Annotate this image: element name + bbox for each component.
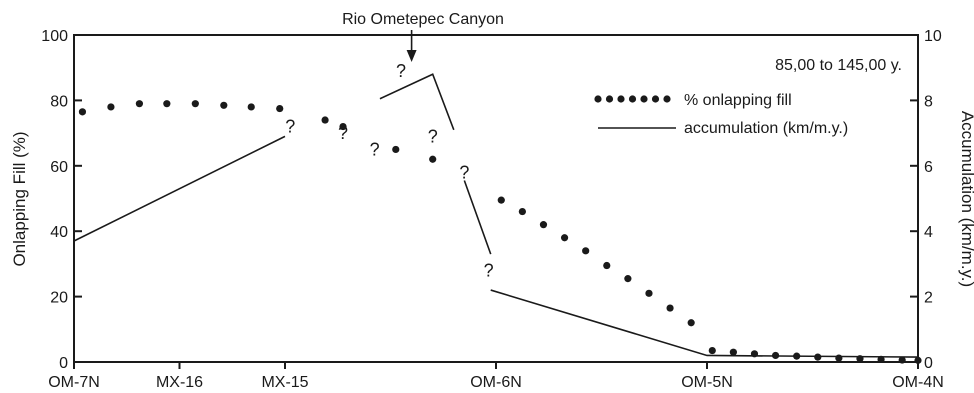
onlapping-fill-point — [560, 234, 569, 242]
onlapping-fill-point — [135, 100, 144, 108]
onlapping-fill-point — [497, 196, 505, 204]
onlapping-fill-point — [835, 354, 843, 362]
onlapping-fill-point — [708, 346, 716, 355]
onlapping-fill-point — [429, 155, 437, 163]
legend-dotted-symbol — [663, 95, 671, 103]
left-axis-title: Onlapping Fill (%) — [10, 131, 29, 266]
x-tick-label: MX-16 — [156, 374, 203, 391]
left-tick-label: 80 — [50, 93, 68, 110]
onlapping-fill-point — [645, 289, 653, 297]
onlapping-fill-point — [666, 304, 674, 312]
onlapping-fill-point — [163, 100, 171, 108]
right-tick-label: 0 — [924, 355, 933, 372]
onlapping-fill-point — [898, 356, 906, 364]
x-tick-label: MX-15 — [261, 374, 308, 391]
left-tick-label: 40 — [50, 224, 68, 241]
x-tick-label: OM-5N — [681, 374, 733, 391]
plot-frame — [73, 34, 919, 363]
right-tick-label: 4 — [924, 224, 933, 241]
legend-dotted-symbol — [617, 95, 625, 103]
uncertainty-question-mark: ? — [396, 61, 406, 81]
x-tick-label: OM-7N — [48, 374, 100, 391]
uncertainty-question-mark: ? — [285, 117, 295, 137]
left-tick-label: 100 — [41, 28, 68, 45]
right-tick-label: 2 — [924, 290, 933, 307]
legend-dotted-symbol — [605, 95, 614, 103]
right-tick-label: 6 — [924, 159, 933, 176]
accumulation-line-segment — [490, 289, 919, 358]
onlapping-fill-point — [603, 261, 611, 270]
onlapping-fill-point — [247, 103, 255, 111]
x-tick-label: OM-4N — [892, 374, 944, 391]
onlapping-fill-point — [107, 103, 115, 111]
left-tick-label: 20 — [50, 290, 68, 307]
right-axis-title: Accumulation (km/m.y.) — [958, 111, 974, 287]
chart-period-label: 85,00 to 145,00 y. — [775, 57, 902, 74]
onlapping-fill-point — [539, 221, 548, 229]
onlapping-fill-point — [914, 356, 922, 364]
legend-label-accumulation: accumulation (km/m.y.) — [684, 120, 848, 137]
onlapping-fill-point — [220, 101, 228, 109]
legend-dotted-symbol — [640, 95, 648, 103]
canyon-arrow-head — [406, 50, 417, 62]
right-tick-label: 8 — [924, 93, 933, 110]
uncertainty-question-mark: ? — [428, 126, 438, 146]
accumulation-line-segment — [73, 135, 286, 242]
onlapping-fill-point — [582, 247, 590, 255]
onlapping-fill-point — [339, 122, 347, 131]
uncertainty-question-mark: ? — [370, 139, 380, 159]
onlapping-fill-point — [392, 145, 400, 154]
onlapping-fill-point — [191, 100, 199, 108]
x-tick-label: OM-6N — [470, 374, 522, 391]
onlapping-fill-point — [276, 104, 284, 113]
accumulation-line-segment — [379, 73, 455, 131]
onlapping-fill-point — [624, 275, 632, 283]
accumulation-line-segment — [463, 180, 492, 255]
onlapping-fill-point — [687, 319, 695, 327]
chart-annotation-canyon: Rio Ometepec Canyon — [342, 11, 504, 28]
legend-dotted-symbol — [651, 95, 660, 103]
uncertainty-question-mark: ? — [459, 162, 469, 182]
right-tick-label: 10 — [924, 28, 942, 45]
legend-dotted-symbol — [628, 95, 637, 103]
onlapping-fill-point — [78, 108, 87, 116]
uncertainty-question-mark: ? — [338, 123, 348, 143]
uncertainty-question-mark: ? — [484, 260, 494, 280]
legend-label-onlapping: % onlapping fill — [684, 92, 792, 109]
legend-dotted-symbol — [594, 95, 602, 103]
left-tick-label: 60 — [50, 159, 68, 176]
onlapping-fill-point — [729, 348, 737, 356]
onlapping-fill-point — [518, 207, 526, 216]
left-tick-label: 0 — [59, 355, 68, 372]
onlapping-fill-point — [321, 116, 329, 124]
